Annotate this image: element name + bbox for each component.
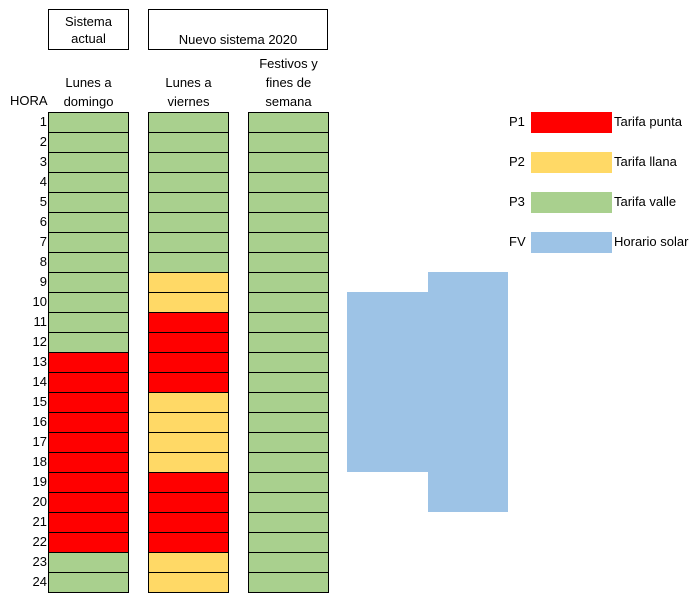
legend-label-fv: Horario solar — [614, 234, 689, 249]
column-label-2-line-0: Festivos y — [259, 56, 318, 71]
hora-header: HORA — [10, 93, 48, 108]
header-current-system: Sistema actual — [48, 9, 129, 50]
hour-label-15: 15 — [32, 394, 47, 409]
hour-label-21: 21 — [32, 514, 47, 529]
column-label-2-line-1: fines de — [265, 75, 312, 90]
hour-label-1: 1 — [39, 114, 47, 129]
cell-col0-hour24 — [48, 572, 129, 593]
legend-swatch-p1 — [531, 112, 612, 133]
legend-swatch-fv — [531, 232, 612, 253]
column-label-0: Lunes a domingo — [48, 52, 129, 111]
hour-label-5: 5 — [39, 194, 47, 209]
hour-label-13: 13 — [32, 354, 47, 369]
cell-col1-hour24 — [148, 572, 229, 593]
legend-label-p2: Tarifa llana — [614, 154, 677, 169]
legend-code-p2: P2 — [509, 154, 525, 169]
hour-label-16: 16 — [32, 414, 47, 429]
hour-label-10: 10 — [32, 294, 47, 309]
legend-code-p1: P1 — [509, 114, 525, 129]
hour-label-17: 17 — [32, 434, 47, 449]
legend-swatch-p2 — [531, 152, 612, 173]
hour-label-18: 18 — [32, 454, 47, 469]
column-label-2: Festivos y fines de semana — [248, 52, 329, 111]
column-label-1: Lunes a viernes — [148, 52, 229, 111]
hour-label-12: 12 — [32, 334, 47, 349]
hour-label-6: 6 — [39, 214, 47, 229]
hour-label-20: 20 — [32, 494, 47, 509]
legend-code-fv: FV — [509, 234, 526, 249]
hour-label-7: 7 — [39, 234, 47, 249]
column-label-1-line-0: Lunes a — [165, 75, 212, 90]
hour-label-24: 24 — [32, 574, 47, 589]
column-label-1-line-1: viernes — [167, 94, 210, 109]
cell-col2-hour24 — [248, 572, 329, 593]
solar-hours-block — [347, 272, 508, 512]
hour-label-3: 3 — [39, 154, 47, 169]
hour-label-14: 14 — [32, 374, 47, 389]
column-label-0-line-0: Lunes a — [65, 75, 112, 90]
header-current-system-label: Sistema actual — [65, 13, 112, 46]
header-new-system: Nuevo sistema 2020 — [148, 9, 328, 50]
hour-label-2: 2 — [39, 134, 47, 149]
column-label-2-line-2: semana — [265, 94, 312, 109]
hour-label-11: 11 — [33, 314, 48, 329]
hour-label-23: 23 — [32, 554, 47, 569]
hour-label-22: 22 — [32, 534, 47, 549]
header-new-system-label: Nuevo sistema 2020 — [178, 32, 298, 47]
hour-label-19: 19 — [32, 474, 47, 489]
legend-label-p1: Tarifa punta — [614, 114, 682, 129]
legend-label-p3: Tarifa valle — [614, 194, 677, 209]
hour-label-9: 9 — [39, 274, 47, 289]
column-label-0-line-1: domingo — [63, 94, 114, 109]
hour-label-8: 8 — [39, 254, 47, 269]
legend-swatch-p3 — [531, 192, 612, 213]
hour-label-4: 4 — [39, 174, 47, 189]
legend-code-p3: P3 — [509, 194, 525, 209]
